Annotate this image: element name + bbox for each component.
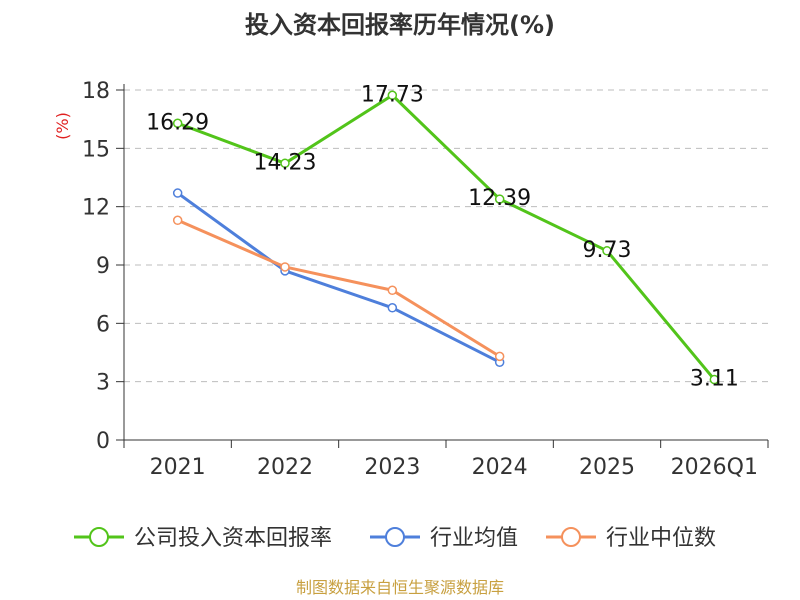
data-point[interactable] — [387, 90, 398, 100]
data-label: 17.73 — [361, 82, 424, 107]
legend-marker-icon — [561, 527, 581, 547]
x-tick-label: 2024 — [472, 455, 528, 480]
data-point[interactable] — [280, 158, 290, 169]
y-tick-label: 18 — [82, 79, 110, 104]
x-tick-label: 2023 — [364, 455, 420, 480]
data-point[interactable] — [602, 246, 612, 256]
data-point[interactable] — [172, 215, 183, 226]
axes: 0 3 6 9 12 15 18 2021 2022 2023 2024 2025 2026Q1 — [82, 79, 769, 480]
data-point[interactable] — [172, 188, 183, 198]
legend-marker-icon — [89, 527, 109, 547]
legend-item[interactable]: 行业中位数 — [546, 526, 716, 551]
y-tick-label: 6 — [96, 312, 110, 337]
series-line — [177, 218, 501, 358]
series-group — [172, 215, 505, 362]
legend[interactable]: 公司投入资本回报率 行业均值 行业中位数 — [74, 526, 716, 551]
chart-title: 投入资本回报率历年情况(%) — [245, 11, 555, 39]
gridlines — [124, 89, 768, 383]
data-label: 14.23 — [254, 150, 317, 175]
data-point[interactable] — [494, 194, 505, 204]
y-tick-label: 12 — [82, 196, 110, 221]
data-label: 16.29 — [146, 110, 209, 135]
legend-label: 公司投入资本回报率 — [134, 526, 332, 551]
series-line — [176, 191, 501, 364]
data-point[interactable] — [709, 374, 720, 385]
data-source-note: 制图数据来自恒生聚源数据库 — [296, 578, 504, 597]
y-tick-label: 3 — [96, 371, 110, 396]
x-tick-label: 2025 — [579, 455, 635, 480]
data-point[interactable] — [280, 262, 290, 272]
legend-item[interactable]: 公司投入资本回报率 — [74, 526, 332, 551]
y-tick-label: 9 — [96, 254, 110, 279]
series-line — [177, 93, 716, 381]
x-tick-label: 2021 — [150, 455, 206, 480]
data-point[interactable] — [172, 118, 183, 128]
y-tick-label: 0 — [96, 429, 110, 454]
y-axis-unit-label: (%) — [53, 112, 72, 140]
data-label: 9.73 — [583, 238, 632, 263]
y-tick-label: 15 — [82, 137, 110, 162]
series-lines — [172, 90, 720, 385]
legend-marker-icon — [385, 527, 405, 547]
series-group — [172, 90, 720, 385]
data-label: 12.39 — [468, 186, 531, 211]
data-point[interactable] — [387, 303, 398, 313]
x-tick-label: 2026Q1 — [671, 455, 758, 480]
data-point[interactable] — [387, 285, 398, 296]
data-point[interactable] — [494, 351, 505, 362]
legend-label: 行业均值 — [430, 526, 518, 551]
x-tick-label: 2022 — [257, 455, 313, 480]
legend-item[interactable]: 行业均值 — [370, 526, 518, 551]
data-label: 3.11 — [690, 367, 739, 392]
data-labels: 16.29 14.23 17.73 12.39 9.73 3.11 — [146, 82, 739, 391]
legend-label: 行业中位数 — [606, 526, 716, 551]
